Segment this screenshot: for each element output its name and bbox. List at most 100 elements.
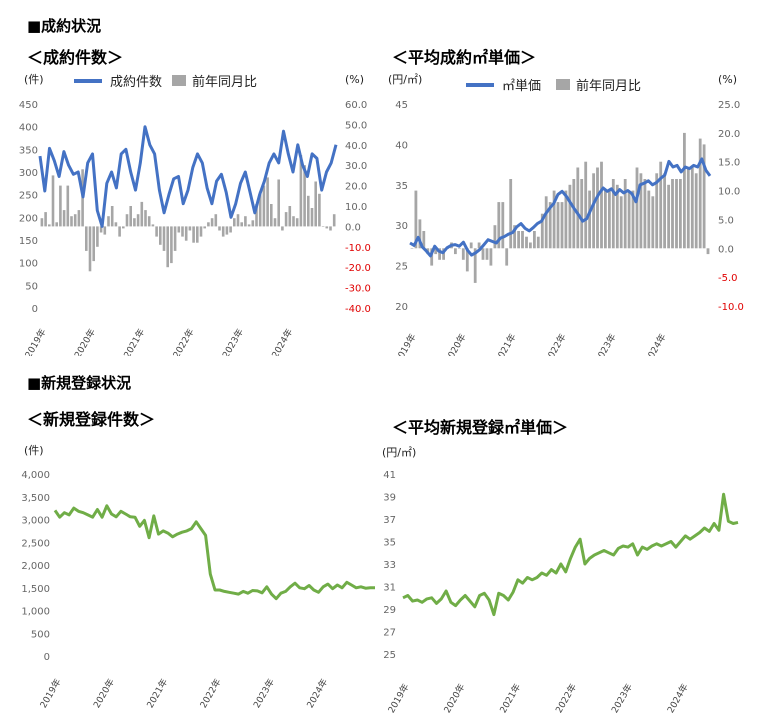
bar — [580, 179, 584, 249]
bar — [48, 224, 51, 227]
y2-tick-label: -10.0 — [345, 243, 371, 254]
bar — [631, 190, 635, 249]
bar — [548, 202, 552, 249]
y-tick-label: 35 — [395, 181, 408, 192]
y-tick-label: 20 — [395, 302, 408, 313]
bar — [458, 248, 461, 249]
y2-tick-label: 30.0 — [345, 161, 367, 172]
bar — [188, 226, 192, 231]
y-tick-label: 40 — [395, 140, 408, 151]
bar — [461, 248, 465, 260]
y-tick-label: 30 — [395, 221, 408, 232]
bar — [702, 144, 706, 249]
bar — [698, 138, 702, 249]
bar — [266, 177, 269, 227]
bar — [615, 184, 619, 249]
bar — [114, 222, 118, 227]
x-tick-label: 2020年 — [91, 677, 117, 711]
bar — [485, 248, 489, 260]
x-tick-label: 2021年 — [121, 327, 147, 357]
bar — [560, 202, 564, 249]
y2-tick-label: 15.0 — [718, 158, 740, 169]
bar — [170, 226, 173, 264]
y-axis-unit: (円/㎡) — [382, 446, 416, 459]
section-title-contract: ■成約状況 — [27, 17, 102, 35]
y2-tick-label: 0.0 — [345, 222, 361, 233]
y-tick-label: 0 — [44, 652, 50, 663]
section-title-registration: ■新規登録状況 — [27, 374, 132, 392]
bar — [329, 226, 332, 231]
y-tick-label: 150 — [19, 236, 38, 247]
bar — [552, 190, 556, 249]
series-line — [409, 157, 712, 258]
bar — [564, 190, 568, 249]
y-tick-label: 1,500 — [21, 584, 50, 595]
bar — [162, 226, 166, 251]
bar — [225, 226, 229, 235]
bar — [151, 224, 155, 227]
chart-registration-count: 4,000 3,500 3,000 2,500 2,000 1,500 1,000 500 0 (… — [21, 444, 375, 711]
x-tick-label: 2020年 — [72, 327, 98, 357]
y2-tick-label: 25.0 — [718, 100, 740, 111]
x-tick-label: 2019年 — [392, 332, 418, 357]
y-tick-label: 33 — [383, 560, 396, 571]
bar — [556, 202, 560, 249]
chart-title-registration-unit-price: ＜平均新規登録㎡単価＞ — [392, 418, 569, 437]
bar — [107, 216, 110, 227]
y-tick-label: 400 — [19, 123, 38, 134]
bar — [671, 179, 674, 249]
bar — [314, 181, 317, 227]
bar — [140, 201, 144, 227]
bar — [635, 167, 639, 249]
x-tick-label: 2021年 — [492, 332, 518, 357]
bar — [247, 224, 251, 227]
x-tick-label: 2023年 — [251, 677, 277, 711]
bar — [155, 226, 158, 237]
bar — [251, 220, 255, 227]
bar — [262, 185, 266, 227]
bar — [284, 212, 288, 227]
bar — [477, 242, 481, 249]
bar — [667, 184, 670, 249]
bar — [493, 225, 497, 249]
y-tick-label: 200 — [19, 213, 38, 224]
bar — [469, 242, 473, 249]
bar — [679, 179, 682, 249]
bar — [166, 226, 169, 268]
bar — [51, 175, 55, 227]
bar — [643, 179, 647, 249]
y2-tick-label: 5.0 — [718, 215, 734, 226]
y-axis-unit: (件) — [24, 444, 44, 457]
chart-contract-count: 450 400 350 300 250 200 150 100 50 0 (件) 60.0 50.0 40… — [19, 73, 371, 357]
bar — [55, 222, 58, 227]
chart-registration-unit-price: 41 39 37 35 33 31 29 27 25 (円/㎡) 2019年 2020年 2021年 20… — [382, 446, 739, 716]
bar — [273, 218, 277, 227]
bar — [295, 218, 299, 227]
bar — [604, 190, 607, 249]
y2-tick-label: -40.0 — [345, 304, 371, 315]
bar — [281, 226, 284, 231]
y2-tick-label: 50.0 — [345, 120, 367, 131]
bar — [218, 226, 221, 231]
bar — [651, 196, 655, 249]
y-tick-label: 35 — [383, 538, 396, 549]
bar — [236, 214, 240, 227]
bar — [655, 173, 659, 249]
bar — [465, 248, 469, 272]
y2-tick-label: 10.0 — [718, 187, 740, 198]
bar — [521, 231, 524, 249]
y-tick-label: 3,500 — [21, 493, 50, 504]
legend-bar-swatch — [556, 79, 570, 90]
x-tick-label: 2023年 — [609, 682, 635, 716]
x-tick-label: 2024年 — [304, 677, 330, 711]
bar — [99, 226, 103, 233]
legend-label: 成約件数 — [110, 75, 162, 90]
x-tick-label: 2023年 — [220, 327, 246, 357]
y-tick-label: 45 — [395, 100, 408, 111]
y-tick-label: 350 — [19, 145, 38, 156]
chart-title-contract-count: ＜成約件数＞ — [27, 48, 124, 67]
y-tick-label: 500 — [31, 629, 50, 640]
bar — [505, 248, 509, 266]
y2-tick-label: 60.0 — [345, 100, 367, 111]
bar — [513, 225, 516, 249]
